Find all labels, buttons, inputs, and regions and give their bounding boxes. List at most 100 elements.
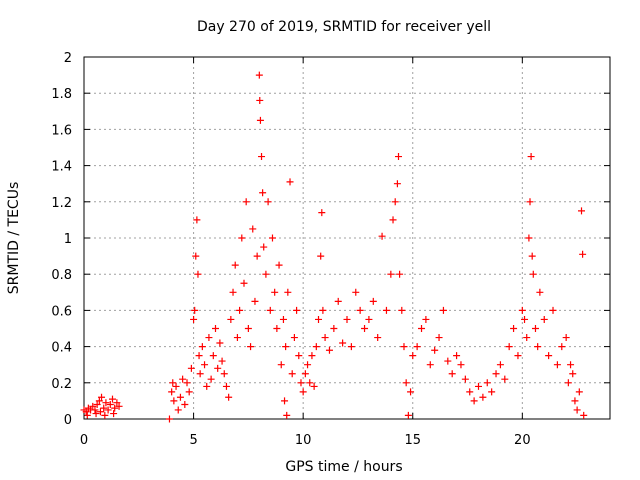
data-point [268, 234, 276, 242]
data-point [227, 315, 235, 323]
data-point [290, 334, 298, 342]
data-point [262, 270, 270, 278]
data-point [315, 315, 323, 323]
data-point [352, 288, 360, 296]
data-point [283, 411, 291, 419]
data-point [573, 406, 581, 414]
data-point [108, 395, 116, 403]
data-point [580, 411, 588, 419]
data-point [183, 379, 191, 387]
data-point [229, 288, 237, 296]
data-point [218, 357, 226, 365]
data-point [579, 250, 587, 258]
y-tick-label: 1.8 [51, 87, 72, 102]
data-point [89, 402, 97, 410]
data-point [214, 364, 222, 372]
data-point [439, 306, 447, 314]
data-point [318, 209, 326, 217]
data-point [431, 346, 439, 354]
data-point [514, 352, 522, 360]
data-point [271, 288, 279, 296]
data-point [220, 370, 228, 378]
data-point [501, 375, 509, 383]
data-point [104, 406, 112, 414]
data-point [310, 382, 318, 390]
y-tick-label: 1.4 [51, 160, 72, 175]
data-point [172, 382, 180, 390]
data-point [111, 404, 119, 412]
data-point [527, 153, 535, 161]
data-point [256, 96, 264, 104]
data-point [212, 325, 219, 332]
y-tick-label: 1.6 [51, 123, 72, 138]
data-point [347, 343, 355, 351]
data-point [196, 370, 204, 378]
data-point [273, 325, 281, 332]
data-point [549, 306, 557, 314]
data-point [409, 352, 417, 360]
data-point [531, 325, 539, 332]
data-point [275, 261, 283, 269]
data-point [374, 334, 382, 342]
x-tick-label: 15 [404, 433, 421, 448]
data-point [233, 334, 241, 342]
data-point [562, 334, 570, 342]
data-point [176, 393, 184, 401]
data-point [279, 315, 287, 323]
data-point [304, 361, 312, 369]
data-point [209, 352, 217, 360]
data-point [398, 306, 406, 314]
data-point [526, 198, 534, 206]
data-point [284, 288, 292, 296]
y-axis-ticks: 0 0.2 0.4 0.6 0.8 1 1.2 1.4 1.6 1.8 2 [51, 51, 610, 428]
data-point [407, 388, 415, 396]
data-point [536, 288, 544, 296]
chart-title: Day 270 of 2019, SRMTID for receiver yel… [197, 19, 491, 35]
data-point [564, 379, 572, 387]
data-point [391, 198, 399, 206]
data-point [453, 352, 461, 360]
x-axis-ticks: 0 5 10 15 20 [80, 57, 531, 448]
data-point [165, 415, 173, 423]
data-point [402, 379, 410, 387]
data-point [203, 382, 211, 390]
data-point [312, 343, 320, 351]
y-tick-label: 0.2 [51, 377, 72, 392]
data-point [231, 261, 239, 269]
data-point [389, 216, 397, 224]
data-point [192, 252, 200, 260]
data-point [319, 306, 327, 314]
y-tick-label: 0.4 [51, 341, 72, 356]
data-point [255, 71, 263, 79]
data-point [222, 382, 230, 390]
data-point [194, 270, 202, 278]
data-point [356, 306, 364, 314]
data-point [170, 397, 178, 405]
data-point [256, 116, 264, 124]
y-tick-label: 0 [64, 413, 72, 428]
data-point [98, 393, 106, 401]
data-point [448, 370, 456, 378]
data-point [521, 315, 529, 323]
data-point [244, 325, 252, 332]
data-point [387, 270, 395, 278]
data-point [369, 297, 377, 305]
x-tick-label: 0 [80, 433, 88, 448]
data-point [321, 334, 329, 342]
data-point [247, 343, 255, 351]
data-point [277, 361, 285, 369]
data-point [299, 388, 307, 396]
data-point [195, 352, 203, 360]
data-point [198, 343, 206, 351]
data-point [382, 306, 390, 314]
data-point [529, 270, 537, 278]
data-point [251, 297, 259, 305]
data-point [179, 375, 187, 383]
data-point [225, 393, 233, 401]
data-point [553, 361, 561, 369]
data-point [181, 401, 189, 409]
data-point [505, 343, 513, 351]
data-point [317, 252, 325, 260]
data-point [540, 315, 548, 323]
